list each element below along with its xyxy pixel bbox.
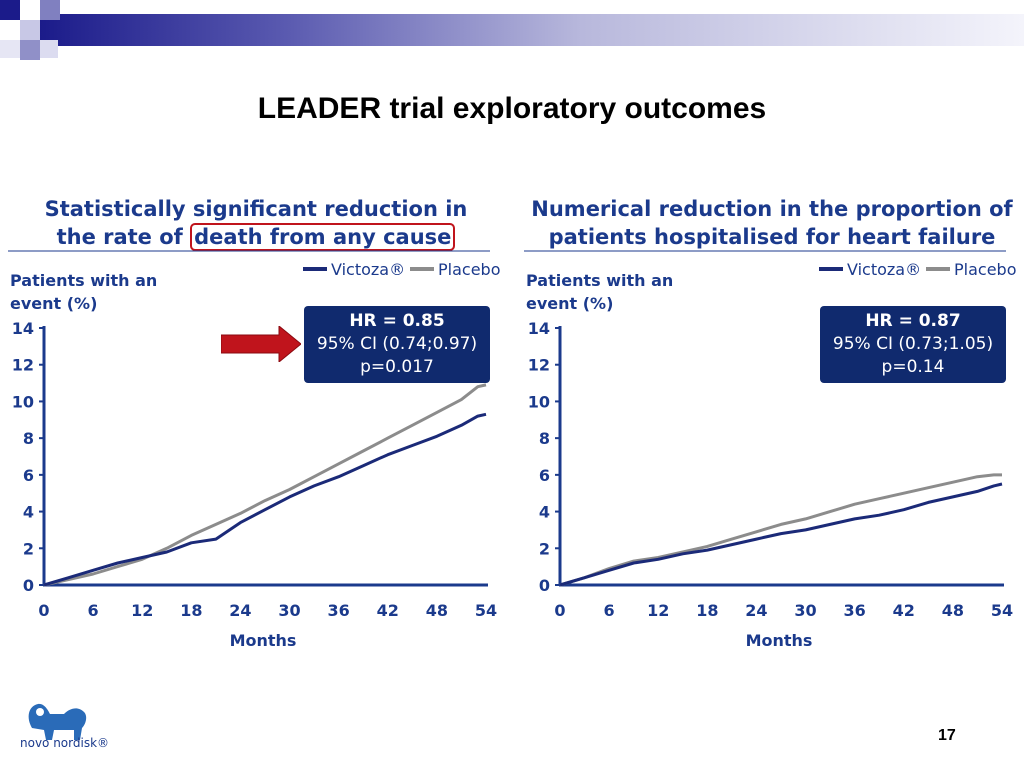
apis-bull-logo-icon [28,703,87,740]
chart-title-prefix: the rate of [56,225,191,249]
y-tick-label: 4 [539,503,550,522]
confidence-interval: 95% CI (0.74;0.97) [316,334,478,354]
x-tick-label: 30 [794,601,816,620]
p-value: p=0.017 [360,357,434,377]
x-tick-label: 30 [278,601,300,620]
x-tick-label: 42 [893,601,915,620]
header-square [40,40,58,58]
header-square [0,0,20,20]
y-tick-label: 0 [539,576,550,595]
chart-panel-mortality: Statistically significant reduction in t… [6,195,506,665]
red-arrow-icon [221,326,301,362]
series-line-placebo [559,473,1002,587]
y-axis-label: event (%) [10,294,97,313]
y-tick-label: 14 [12,319,34,338]
header-square [20,20,40,40]
chart-title-line2: the rate of death from any cause [6,223,506,251]
header-square [20,40,40,60]
x-tick-label: 54 [991,601,1013,620]
chart-panel-heart-failure: Numerical reduction in the proportion of… [522,195,1022,665]
hazard-ratio-box: HR = 0.85 95% CI (0.74;0.97) p=0.017 [304,306,490,383]
slide-title: LEADER trial exploratory outcomes [257,92,767,125]
series-line-victoza [559,482,1003,587]
chart-title: Statistically significant reduction in t… [6,195,506,251]
p-value: p=0.14 [881,357,945,377]
legend-entry: Placebo [954,260,1016,279]
y-tick-label: 8 [539,429,550,448]
chart-title-line1: Statistically significant reduction in [44,197,468,221]
x-tick-label: 12 [647,601,669,620]
y-tick-label: 12 [528,356,550,375]
x-tick-label: 48 [426,601,448,620]
x-tick-label: 12 [131,601,153,620]
x-tick-label: 0 [554,601,565,620]
y-axis-label: event (%) [526,294,613,313]
y-tick-label: 6 [539,466,550,485]
x-tick-label: 24 [745,601,767,620]
header-square [0,40,20,58]
x-tick-label: 36 [328,601,350,620]
y-tick-label: 12 [12,356,34,375]
page-number: 17 [938,727,956,744]
y-tick-label: 10 [528,392,550,411]
header-decoration [0,0,1024,60]
x-tick-label: 18 [696,601,718,620]
chart-title: Numerical reduction in the proportion of… [522,195,1022,251]
chart-svg: Patients with an event (%) Victoza® Placebo… [524,250,1016,650]
y-tick-label: 4 [23,503,34,522]
x-tick-label: 48 [942,601,964,620]
y-tick-label: 8 [23,429,34,448]
legend-entry: Victoza® [847,260,921,279]
confidence-interval: 95% CI (0.73;1.05) [832,334,994,354]
hazard-ratio: HR = 0.87 [865,311,961,331]
chart-title-line2: patients hospitalised for heart failure [548,225,996,249]
x-tick-label: 24 [229,601,251,620]
legend-entry: Victoza® [331,260,405,279]
y-tick-label: 14 [528,319,550,338]
y-tick-label: 2 [539,539,550,558]
header-square [40,0,60,20]
series-line-victoza [43,412,487,587]
legend-entry: Placebo [438,260,500,279]
y-axis-label: Patients with an [10,271,157,290]
y-tick-label: 10 [12,392,34,411]
chart-svg: Patients with an event (%) Victoza® Placebo… [8,250,500,650]
x-tick-label: 42 [377,601,399,620]
y-tick-label: 6 [23,466,34,485]
chart-title-highlight: death from any cause [190,223,456,251]
x-axis-label: Months [746,631,813,650]
footnote-scribble [10,645,200,651]
x-tick-label: 6 [88,601,99,620]
y-tick-label: 0 [23,576,34,595]
header-gradient-bar [40,14,1024,46]
hazard-ratio-box: HR = 0.87 95% CI (0.73;1.05) p=0.14 [820,306,1006,383]
company-logo-text: novo nordisk® [20,736,110,750]
chart-title-line1: Numerical reduction in the proportion of [531,197,1013,221]
y-axis-label: Patients with an [526,271,673,290]
x-tick-label: 6 [604,601,615,620]
x-tick-label: 54 [475,601,497,620]
x-tick-label: 0 [38,601,49,620]
y-tick-label: 2 [23,539,34,558]
x-axis-label: Months [230,631,297,650]
x-tick-label: 36 [844,601,866,620]
x-tick-label: 18 [180,601,202,620]
series-line-placebo [43,383,487,587]
hazard-ratio: HR = 0.85 [349,311,445,331]
